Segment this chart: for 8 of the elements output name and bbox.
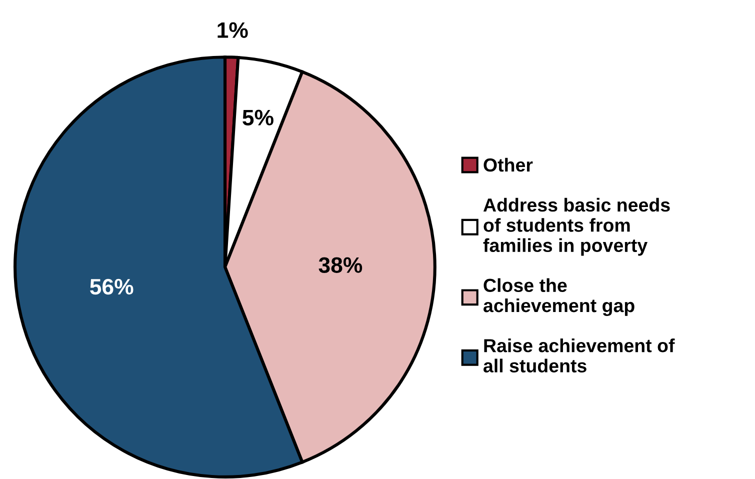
data-label: 5% <box>242 110 274 126</box>
legend-label: Close the achievement gap <box>484 278 634 316</box>
legend-label: Raise achievement of all students <box>484 338 675 372</box>
legend-label: Other <box>484 158 533 172</box>
data-label: 56% <box>90 278 134 295</box>
data-label: 38% <box>318 257 362 273</box>
legend-label: Address basic needs of students from families in poverty <box>483 198 670 256</box>
data-label: 1% <box>218 22 248 38</box>
